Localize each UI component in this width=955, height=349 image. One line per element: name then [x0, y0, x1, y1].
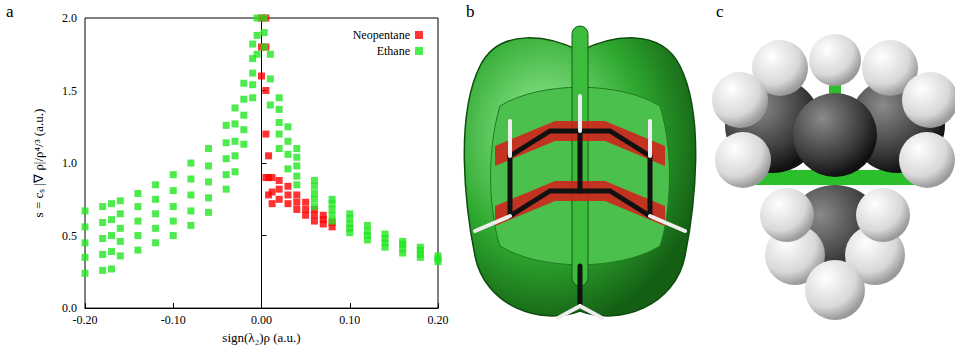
svg-text:0.10: 0.10 [339, 313, 360, 327]
html-text:b: b [466, 2, 475, 21]
svg-text:sign(λ₂)ρ (a.u.): sign(λ₂)ρ (a.u.) [222, 330, 300, 345]
svg-text:1.0: 1.0 [62, 156, 77, 170]
html-text:a: a [6, 2, 14, 21]
svg-text:-0.20: -0.20 [73, 313, 98, 327]
svg-text:0.5: 0.5 [62, 229, 77, 243]
svg-text:-0.10: -0.10 [161, 313, 186, 327]
svg-text:0.20: 0.20 [428, 313, 449, 327]
svg-text:0.0: 0.0 [62, 301, 77, 316]
svg-text:0.00: 0.00 [251, 313, 272, 327]
svg-text:1.5: 1.5 [62, 84, 77, 98]
svg-text:Neopentane: Neopentane [353, 28, 410, 42]
svg-text:s = cₛ |∇ ρ|/ρ⁴/³ (a.u.): s = cₛ |∇ ρ|/ρ⁴/³ (a.u.) [31, 109, 46, 218]
svg-text:2.0: 2.0 [62, 11, 77, 25]
html-text:c: c [716, 2, 724, 21]
svg-text:Ethane: Ethane [377, 44, 410, 58]
